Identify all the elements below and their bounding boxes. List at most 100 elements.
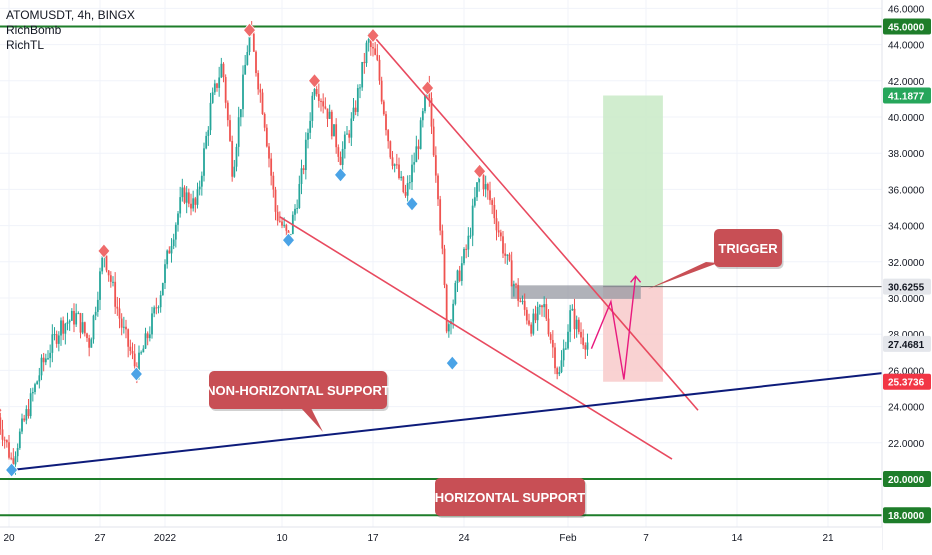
candle bbox=[68, 319, 71, 331]
candle bbox=[21, 413, 23, 435]
candle-body bbox=[270, 158, 273, 176]
trendlines[interactable] bbox=[11, 35, 883, 471]
candle bbox=[155, 297, 158, 315]
candle bbox=[586, 333, 589, 356]
candle bbox=[211, 87, 214, 104]
annotations[interactable]: TRIGGER NON-HORIZONTAL SUPPORT HORIZONTAL … bbox=[206, 229, 784, 518]
candle-body bbox=[361, 61, 364, 88]
sell-marker bbox=[97, 243, 111, 259]
candle bbox=[291, 211, 294, 235]
non-horizontal-support-callout[interactable]: NON-HORIZONTAL SUPPORT bbox=[206, 371, 390, 432]
candle bbox=[350, 112, 353, 147]
candle bbox=[584, 342, 587, 360]
buy-marker bbox=[445, 355, 459, 371]
time-tick-label: 10 bbox=[276, 533, 288, 544]
time-axis[interactable]: 20 27 2022 10 17 24 Feb 7 14 21 bbox=[0, 526, 882, 550]
candle bbox=[25, 405, 28, 425]
candle bbox=[482, 171, 485, 197]
candle-body bbox=[166, 250, 169, 265]
time-tick-label: 7 bbox=[643, 533, 649, 544]
time-tick-label: 2022 bbox=[154, 533, 177, 544]
candle-body bbox=[512, 283, 515, 287]
candle-body bbox=[471, 205, 474, 236]
candle bbox=[530, 322, 533, 337]
candle-body bbox=[81, 322, 84, 333]
candle-body bbox=[393, 164, 396, 166]
indicator-richtl[interactable]: RichTL bbox=[6, 38, 45, 52]
candle-body bbox=[356, 88, 359, 112]
candle-body bbox=[341, 148, 344, 165]
candle-body bbox=[430, 98, 433, 127]
candle bbox=[348, 130, 351, 144]
candle-body bbox=[285, 224, 288, 231]
candle bbox=[489, 181, 491, 205]
candle bbox=[333, 124, 335, 137]
candle-body bbox=[51, 334, 54, 353]
candle-body bbox=[432, 126, 435, 156]
candle-body bbox=[68, 320, 71, 323]
candle bbox=[44, 353, 47, 366]
candle-body bbox=[198, 186, 201, 190]
candle bbox=[385, 111, 387, 136]
candle-body bbox=[508, 254, 511, 261]
candle bbox=[298, 175, 301, 209]
candle-body bbox=[218, 77, 221, 88]
candle-body bbox=[584, 345, 587, 350]
candle-body bbox=[148, 334, 151, 339]
candle bbox=[166, 249, 169, 269]
candle-body bbox=[259, 89, 262, 93]
candle bbox=[549, 332, 552, 344]
candle bbox=[439, 195, 442, 236]
candle-body bbox=[398, 164, 400, 179]
candle-body bbox=[265, 127, 268, 147]
candle bbox=[395, 153, 398, 169]
candle-body bbox=[140, 352, 143, 354]
candle-body bbox=[131, 351, 134, 354]
candle-body bbox=[575, 319, 578, 330]
candle bbox=[554, 342, 556, 375]
candle-body bbox=[541, 305, 543, 308]
candle bbox=[567, 324, 569, 350]
candle bbox=[447, 321, 450, 338]
candle bbox=[510, 251, 513, 287]
candle bbox=[213, 79, 216, 96]
candle-body bbox=[73, 310, 75, 325]
candle bbox=[556, 366, 559, 380]
candle-body bbox=[179, 197, 182, 214]
candle bbox=[233, 159, 236, 178]
candle bbox=[3, 436, 6, 449]
time-tick-label: 21 bbox=[822, 533, 834, 544]
candle bbox=[174, 222, 177, 248]
candle-body bbox=[382, 101, 385, 115]
trigger-callout[interactable]: TRIGGER bbox=[714, 229, 784, 269]
candle bbox=[1, 419, 4, 447]
candle bbox=[127, 328, 130, 358]
candle bbox=[387, 129, 390, 149]
candle bbox=[274, 186, 277, 221]
callout-box bbox=[209, 371, 387, 409]
candle-body bbox=[424, 95, 426, 112]
sell-marker bbox=[366, 27, 380, 44]
candle-body bbox=[506, 254, 509, 256]
candle bbox=[356, 84, 359, 117]
candle-body bbox=[510, 260, 513, 287]
indicator-richbomb[interactable]: RichBomb bbox=[6, 23, 62, 37]
candle bbox=[380, 76, 383, 105]
candle-body bbox=[190, 203, 192, 209]
price-axis[interactable]: 18.0000 20.0000 22.0000 24.0000 26.0000 28.00… bbox=[881, 0, 932, 550]
candle bbox=[486, 182, 489, 200]
candle bbox=[541, 304, 543, 317]
horizontal-support-callout[interactable]: HORIZONTAL SUPPORT bbox=[435, 478, 587, 518]
candle bbox=[577, 317, 580, 335]
candle bbox=[261, 88, 264, 115]
candle-body bbox=[151, 313, 153, 335]
candle-body bbox=[127, 329, 130, 347]
symbol-title[interactable]: ATOMUSDT, 4h, BINGX bbox=[6, 8, 135, 22]
candle-body bbox=[387, 130, 390, 142]
candle bbox=[255, 50, 257, 77]
candle-body bbox=[146, 333, 149, 339]
candle bbox=[506, 254, 509, 265]
candle-body bbox=[263, 113, 266, 128]
